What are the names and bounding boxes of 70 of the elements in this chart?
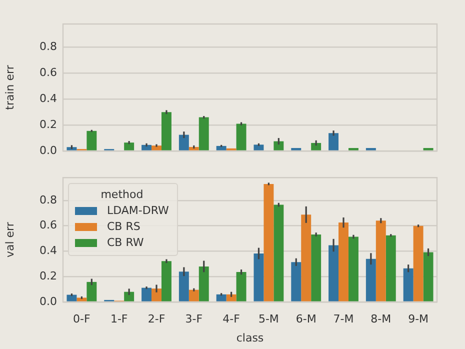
bar [188, 290, 199, 302]
bar [161, 261, 172, 302]
x-tick-label: 8-M [370, 312, 392, 326]
bar [291, 262, 302, 302]
bar [152, 146, 162, 150]
bar [216, 294, 226, 302]
bar [66, 294, 77, 302]
bar [423, 252, 434, 302]
bar [216, 146, 226, 150]
x-tick-label: 1-F [110, 312, 128, 326]
bar [124, 142, 134, 150]
y-tick-label: 0.2 [40, 118, 57, 131]
y-tick-label: 0.8 [40, 40, 57, 54]
y-tick-label: 0.0 [40, 144, 57, 157]
bar [236, 124, 246, 150]
bar [311, 142, 322, 150]
bar [413, 226, 424, 302]
x-tick-label: 2-F [148, 312, 166, 326]
bar [264, 184, 274, 302]
x-tick-label: 9-M [408, 312, 429, 326]
x-tick-label: 0-F [73, 312, 90, 326]
y-tick-label: 0.4 [40, 244, 57, 258]
bar [328, 133, 339, 150]
legend-label: LDAM-DRW [107, 204, 169, 218]
y-tick-label: 0.6 [40, 66, 57, 80]
bar [142, 144, 152, 150]
x-axis-title: class [236, 331, 264, 344]
bar [366, 258, 376, 302]
bar [348, 236, 358, 302]
bar [86, 130, 97, 150]
bar [254, 144, 264, 150]
x-tick-label: 4-F [222, 312, 240, 326]
y-axis-title: train err [3, 64, 16, 110]
bar [86, 282, 97, 302]
bar [376, 220, 386, 302]
bar [178, 134, 189, 150]
bar [178, 272, 189, 302]
y-tick-label: 0.8 [40, 193, 57, 206]
legend-label: CB RW [107, 236, 144, 250]
y-axis-title: val err [3, 222, 16, 258]
x-tick-label: 5-M [258, 312, 279, 326]
bar [142, 288, 152, 302]
bar [76, 298, 87, 302]
y-tick-label: 0.2 [40, 269, 57, 282]
bar [274, 204, 284, 302]
x-tick-label: 7-M [333, 312, 354, 326]
y-tick-label: 0.4 [40, 92, 57, 106]
x-tick-label: 6-M [296, 312, 316, 326]
x-tick-label: 3-F [185, 312, 203, 326]
bar [311, 234, 322, 302]
bar [236, 272, 246, 302]
bar [152, 288, 162, 302]
legend-title: method [100, 188, 144, 201]
bar [386, 235, 396, 302]
bar [66, 147, 77, 150]
bar [338, 222, 348, 302]
bar [198, 117, 209, 150]
bar [301, 214, 312, 302]
bar [198, 266, 209, 302]
bar [403, 268, 414, 302]
bar [274, 141, 284, 150]
bar [188, 146, 199, 150]
bar [124, 292, 134, 302]
bar [161, 112, 172, 150]
bar [254, 254, 264, 302]
legend-label: CB RS [107, 220, 140, 234]
bar [226, 294, 236, 302]
y-tick-label: 0.0 [40, 294, 57, 308]
bar [328, 245, 339, 302]
y-tick-label: 0.6 [40, 218, 57, 232]
